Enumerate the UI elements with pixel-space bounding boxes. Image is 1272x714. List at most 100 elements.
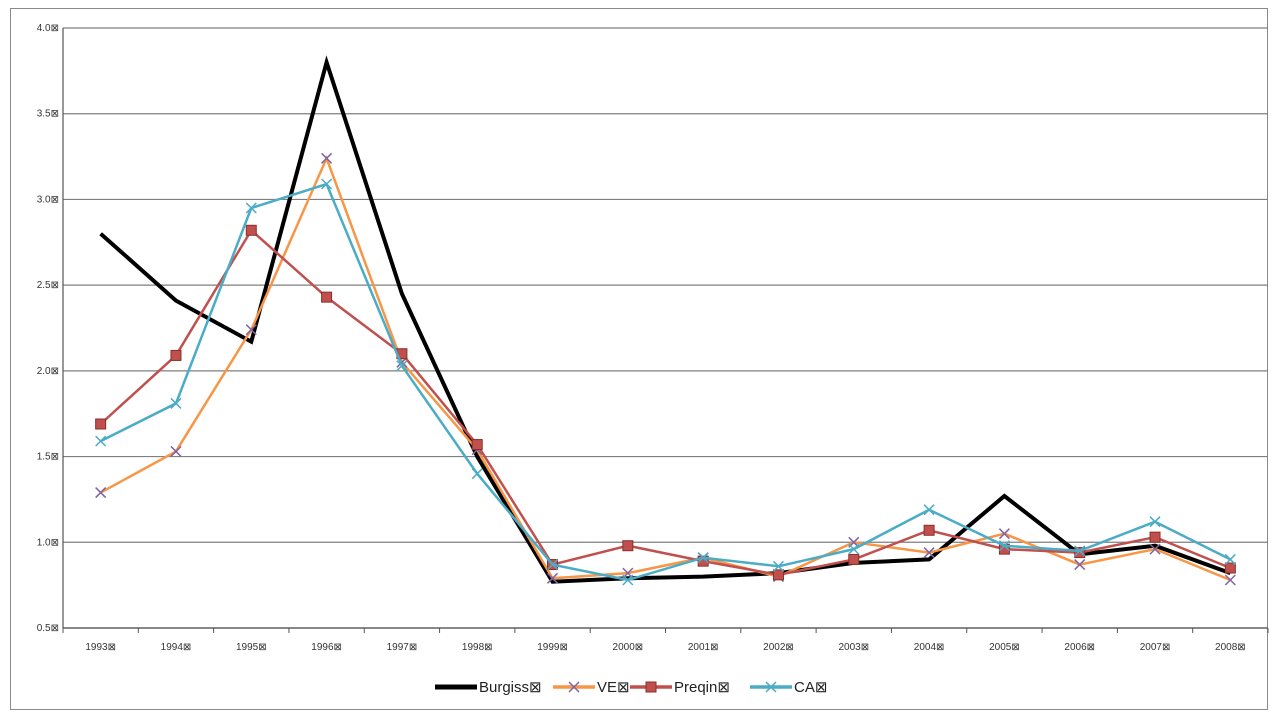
series-lines [95, 55, 1236, 586]
x-tick-label: 2006⊠ [1064, 642, 1095, 653]
data-point-marker [998, 540, 1010, 552]
chart-frame [10, 8, 1268, 710]
y-tick-label: 1.0⊠ [37, 537, 59, 548]
legend-label: Burgiss⊠ [479, 679, 542, 696]
data-point-marker [471, 468, 483, 480]
data-point-marker [1224, 574, 1236, 586]
marker-stroke [765, 681, 777, 693]
y-tick-label: 4.0⊠ [37, 23, 59, 34]
x-tick-label: 2003⊠ [838, 642, 869, 653]
y-tick-label: 0.5⊠ [37, 623, 59, 634]
x-tick-label: 1994⊠ [161, 642, 192, 653]
marker-stroke [245, 202, 257, 214]
legend-label: CA⊠ [794, 679, 827, 696]
data-point-marker [1074, 547, 1086, 559]
data-point-marker [568, 681, 580, 693]
x-tick-label: 2007⊠ [1140, 642, 1171, 653]
axes [62, 28, 1269, 633]
marker-stroke [1074, 545, 1086, 557]
legend: Burgiss⊠ VE⊠ Preqin⊠ CA⊠ [435, 679, 827, 696]
x-tick-label: 2001⊠ [688, 642, 719, 653]
data-point-marker [622, 574, 634, 586]
data-point-marker [923, 547, 935, 559]
x-tick-label: 1998⊠ [462, 642, 493, 653]
data-point-marker [645, 681, 657, 693]
data-point-marker [321, 152, 333, 164]
x-axis-ticks: 1993⊠ 1994⊠ 1995⊠ 1996⊠ 1997⊠ 1998⊠ 1999⊠ 2000⊠… [85, 642, 1245, 653]
series-3 [95, 178, 1236, 586]
data-point-marker [547, 572, 559, 584]
data-point-marker [1224, 562, 1236, 574]
x-tick-label: 1999⊠ [537, 642, 568, 653]
y-axis-ticks: 0.5⊠ 1.0⊠ 1.5⊠ 2.0⊠ 2.5⊠ 3.0⊠ 3.5⊠ 4.0⊠ [37, 23, 59, 634]
legend-item: Burgiss⊠ [435, 679, 542, 696]
y-tick-label: 2.5⊠ [37, 280, 59, 291]
data-point-marker [321, 291, 333, 303]
marker-stroke [998, 540, 1010, 552]
data-point-marker [245, 202, 257, 214]
marker-stroke [95, 487, 107, 499]
data-point-marker [170, 349, 182, 361]
marker-stroke [697, 552, 709, 564]
data-point-marker [1224, 553, 1236, 565]
marker-stroke [923, 504, 935, 516]
marker-stroke [568, 681, 580, 693]
data-point-marker [923, 524, 935, 536]
data-point-marker [998, 528, 1010, 540]
data-point-marker [998, 543, 1010, 555]
data-point-marker [923, 504, 935, 516]
data-point-marker [848, 543, 860, 555]
data-point-marker [396, 360, 408, 372]
x-tick-label: 1993⊠ [85, 642, 116, 653]
data-point-marker [547, 559, 559, 571]
marker-stroke [1149, 516, 1161, 528]
legend-item: Preqin⊠ [630, 679, 730, 696]
data-point-marker [1074, 545, 1086, 557]
y-tick-label: 3.0⊠ [37, 194, 59, 205]
marker-stroke [772, 560, 784, 572]
data-point-marker [1149, 543, 1161, 555]
marker-stroke [1074, 559, 1086, 571]
data-point-marker [245, 324, 257, 336]
data-point-marker [697, 552, 709, 564]
legend-item: CA⊠ [750, 679, 827, 696]
x-tick-label: 2008⊠ [1215, 642, 1246, 653]
marker-stroke [848, 543, 860, 555]
data-point-marker [321, 178, 333, 190]
marker-stroke [547, 572, 559, 584]
x-tick-label: 2000⊠ [613, 642, 644, 653]
marker-stroke [321, 178, 333, 190]
data-point-marker [772, 560, 784, 572]
x-tick-label: 2004⊠ [914, 642, 945, 653]
y-tick-label: 1.5⊠ [37, 452, 59, 463]
legend-item: VE⊠ [553, 679, 630, 696]
marker-stroke [1149, 543, 1161, 555]
y-tick-label: 2.0⊠ [37, 366, 59, 377]
series-1 [95, 152, 1236, 586]
marker-stroke [95, 435, 107, 447]
marker-stroke [396, 360, 408, 372]
x-tick-label: 2005⊠ [989, 642, 1020, 653]
data-point-marker [772, 569, 784, 581]
marker-stroke [471, 468, 483, 480]
x-tick-label: 1997⊠ [387, 642, 418, 653]
series-line [99, 228, 1231, 577]
marker-stroke [321, 152, 333, 164]
series-line [100, 182, 1231, 582]
data-point-marker [848, 553, 860, 565]
data-point-marker [471, 439, 483, 451]
x-tick-label: 1996⊠ [311, 642, 342, 653]
x-tick-label: 2002⊠ [763, 642, 794, 653]
data-point-marker [95, 487, 107, 499]
data-point-marker [697, 555, 709, 567]
y-tick-label: 3.5⊠ [37, 109, 59, 120]
series-line [99, 55, 1232, 584]
data-point-marker [95, 435, 107, 447]
series-line [100, 154, 1231, 582]
data-point-marker [170, 397, 182, 409]
data-point-marker [170, 445, 182, 457]
marker-stroke [170, 397, 182, 409]
data-point-marker [95, 418, 107, 430]
data-point-marker [1149, 531, 1161, 543]
